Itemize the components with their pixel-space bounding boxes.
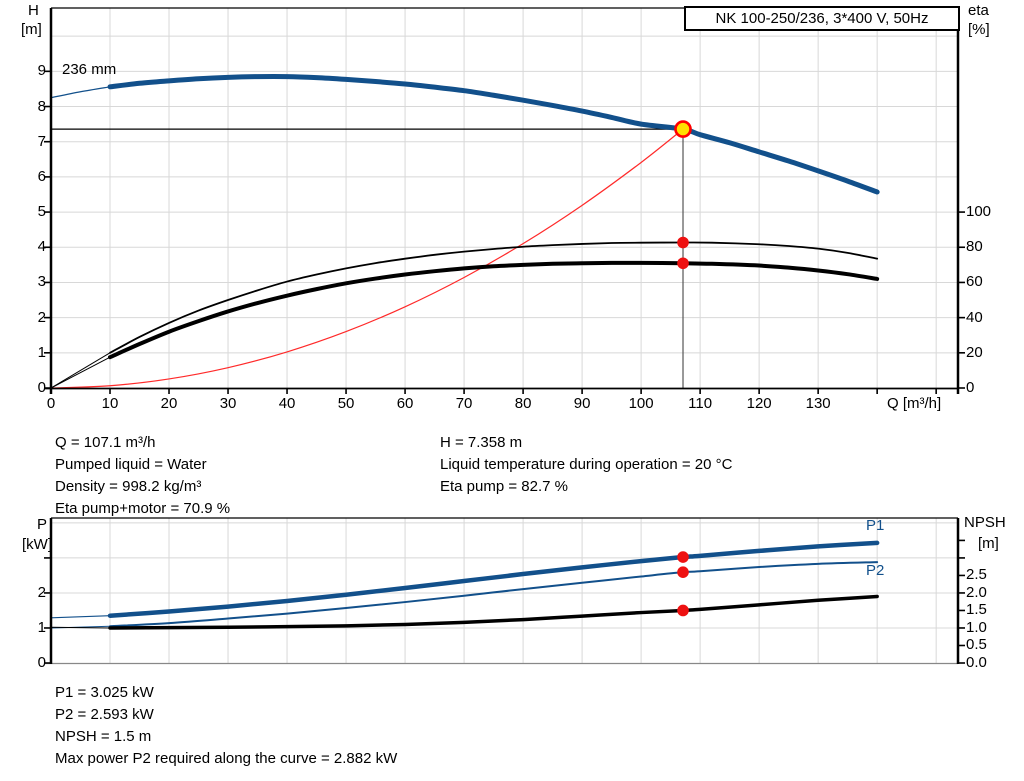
p1-point [677,551,689,563]
h-tick-label: 7 [37,132,46,150]
curve-eta-pump-motor-lead [50,356,111,389]
p2-curve-label: P2 [866,562,885,579]
curve-system-curve [50,128,684,389]
q-tick-label: 10 [101,395,119,412]
q-tick-label: 60 [396,395,414,412]
npsh-point [677,604,689,617]
q-tick-label: 100 [628,395,654,412]
q-axis-title: Q [m³/h] [887,395,942,412]
npsh-axis-unit: [m] [978,535,999,552]
impeller-diameter-label: 236 mm [62,61,117,78]
h-tick-label: 5 [37,202,46,220]
q-tick-label: 120 [746,395,772,412]
h-axis-unit: [m] [21,21,42,38]
pump-title: NK 100-250/236, 3*400 V, 50Hz [715,10,929,27]
h-tick-label: 9 [37,62,46,80]
eta-tick-label: 20 [966,343,983,361]
npsh-tick-label: 0.5 [966,636,987,654]
h-tick-label: 3 [37,273,46,291]
npsh-tick-label: 2.0 [966,583,987,601]
h-tick-label: 0 [37,378,46,396]
npsh-tick-label: 2.5 [966,566,987,584]
info-eta-pump-motor: Eta pump+motor = 70.9 % [55,500,231,517]
q-tick-label: 130 [805,395,831,412]
info-head: H = 7.358 m [440,434,523,451]
result-p2: P2 = 2.593 kW [55,706,154,723]
h-axis-title: H [28,2,39,19]
curve-NPSH [108,594,879,630]
curve-head-236mm-lead [50,86,111,99]
info-eta-pump: Eta pump = 82.7 % [440,478,568,495]
curve-P1-lead [50,615,111,619]
result-p1: P1 = 3.025 kW [55,684,154,701]
p2-point [677,566,689,578]
curve-NPSH-lead [50,626,111,629]
info-density: Density = 998.2 kg/m³ [55,478,202,495]
q-tick-label: 90 [573,395,591,412]
q-tick-label: 30 [219,395,237,412]
npsh-tick-label: 0.0 [966,653,987,671]
npsh-tick-label: 1.5 [966,601,987,619]
result-npsh: NPSH = 1.5 m [55,728,152,745]
h-tick-label: 8 [37,97,46,115]
curve-eta-pump-lead [50,352,111,389]
q-tick-label: 80 [514,395,532,412]
curve-P1 [107,540,880,618]
p1-curve-label: P1 [866,517,885,534]
h-tick-label: 6 [37,167,46,185]
p-axis-unit: [kW] [22,536,52,553]
eta-axis-unit: [%] [968,21,990,38]
q-tick-label: 70 [455,395,473,412]
h-tick-label: 1 [37,343,46,361]
curve-eta-pump-motor [108,260,880,360]
info-pumped-liquid: Pumped liquid = Water [55,456,207,473]
eta-pump-point [677,236,689,249]
npsh-axis-title: NPSH [964,514,1006,531]
q-tick-label: 20 [160,395,178,412]
eta-pump-motor-point [677,257,689,270]
eta-tick-label: 0 [966,378,975,396]
h-tick-label: 2 [37,308,46,326]
eta-tick-label: 60 [966,273,983,291]
info-flow: Q = 107.1 m³/h [55,434,156,451]
eta-axis-title: eta [968,2,989,19]
eta-tick-label: 40 [966,308,983,326]
p-tick-label: 2 [37,583,46,601]
p-tick-label: 0 [37,653,46,671]
curve-P2 [109,561,879,628]
pump-title-box: NK 100-250/236, 3*400 V, 50Hz [684,6,960,31]
q-tick-label: 0 [46,395,56,412]
eta-tick-label: 80 [966,238,983,255]
p-tick-label: 1 [37,618,46,636]
result-max-p2: Max power P2 required along the curve = … [55,750,398,767]
h-tick-label: 4 [37,238,46,255]
q-tick-label: 50 [337,395,355,412]
p-axis-title: P [37,516,48,533]
q-tick-label: 40 [278,395,296,412]
curve-eta-pump [109,241,879,354]
eta-tick-label: 100 [966,202,992,220]
curve-head-236mm [107,74,880,195]
npsh-tick-label: 1.0 [966,618,987,636]
info-liquid-temp: Liquid temperature during operation = 20… [440,456,733,473]
duty-point[interactable] [674,120,692,138]
q-tick-label: 110 [688,395,713,412]
